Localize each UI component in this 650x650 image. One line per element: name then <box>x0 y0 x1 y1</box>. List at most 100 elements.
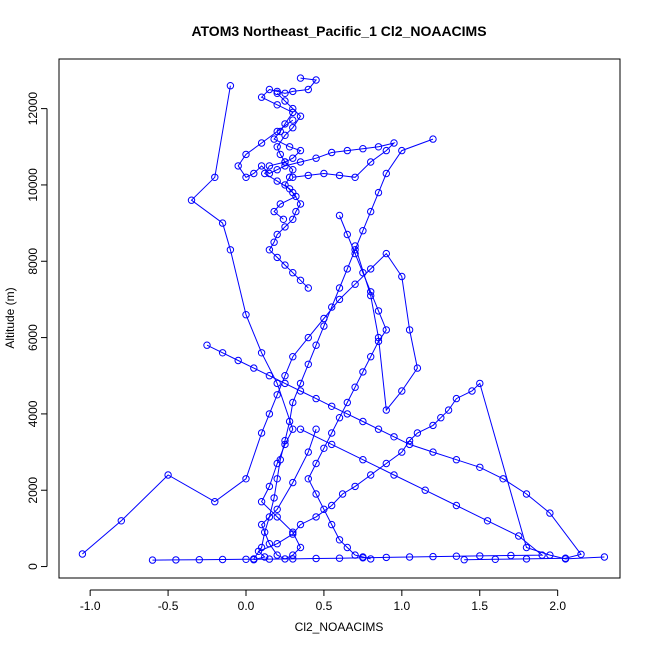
data-point <box>281 162 289 170</box>
data-point <box>296 387 305 395</box>
data-point <box>289 353 297 361</box>
data-point <box>398 146 406 155</box>
series-line <box>307 215 387 560</box>
data-point <box>343 410 351 418</box>
data-point <box>289 108 297 117</box>
y-tick-label: 4000 <box>26 400 40 427</box>
series-line <box>82 245 418 555</box>
data-point <box>273 551 281 559</box>
data-point <box>289 104 297 113</box>
data-point <box>289 124 297 132</box>
data-point <box>515 532 523 540</box>
data-point <box>273 101 281 109</box>
data-point <box>320 505 328 513</box>
data-point <box>289 116 297 124</box>
data-point <box>276 127 284 136</box>
data-point <box>382 249 390 258</box>
x-axis: -1.0 -0.5 0.0 0.5 1.0 1.5 2.0 <box>80 589 566 613</box>
y-axis-label: Altitude (m) <box>3 287 17 348</box>
data-point <box>296 74 305 82</box>
data-point <box>429 552 437 561</box>
data-point <box>273 143 281 151</box>
data-point <box>343 146 351 155</box>
data-point <box>281 223 289 231</box>
data-point <box>335 295 344 304</box>
data-point <box>507 551 515 560</box>
data-point <box>382 406 390 414</box>
data-point <box>273 513 281 521</box>
data-point <box>242 150 250 159</box>
data-point <box>343 265 351 273</box>
series-4 <box>187 82 320 563</box>
data-point <box>242 475 250 483</box>
data-point <box>367 158 375 166</box>
data-point <box>367 265 375 273</box>
data-point <box>148 556 157 564</box>
data-point <box>320 444 328 452</box>
data-point <box>281 379 289 388</box>
data-point <box>359 456 367 464</box>
data-point <box>273 505 281 513</box>
data-point <box>257 139 266 147</box>
data-point <box>335 536 344 544</box>
data-point <box>281 89 289 98</box>
x-tick-label: 1.0 <box>393 599 410 613</box>
data-point <box>218 555 227 564</box>
data-point <box>413 364 422 372</box>
data-point <box>312 76 320 84</box>
data-point <box>289 530 297 538</box>
data-point <box>351 173 359 182</box>
data-point <box>265 162 274 170</box>
data-point <box>359 227 367 235</box>
data-point <box>296 112 305 120</box>
data-point <box>437 414 445 422</box>
data-point <box>289 478 297 487</box>
data-point <box>312 425 320 433</box>
data-point <box>296 146 305 155</box>
data-point <box>522 543 531 552</box>
data-point <box>261 169 269 178</box>
data-point <box>328 402 336 410</box>
data-point <box>367 555 375 563</box>
data-point <box>382 169 390 178</box>
x-tick-label: 0.5 <box>316 599 333 613</box>
data-point <box>203 341 211 349</box>
data-point <box>296 425 305 433</box>
data-point <box>257 520 266 529</box>
data-point <box>265 482 274 491</box>
data-point <box>289 551 297 559</box>
data-point <box>273 475 281 483</box>
data-point <box>261 553 269 561</box>
data-point <box>195 556 204 564</box>
y-tick-label: 6000 <box>26 324 40 351</box>
data-point <box>257 93 266 101</box>
data-point <box>452 456 461 464</box>
data-point <box>429 448 437 456</box>
y-axis: 0 2000 4000 6000 8000 10000 12000 <box>26 92 48 570</box>
data-point <box>374 307 383 315</box>
data-point <box>281 372 289 380</box>
data-point <box>265 540 274 548</box>
data-point <box>338 490 347 498</box>
data-point <box>289 215 297 224</box>
data-point <box>429 421 437 430</box>
data-point <box>273 177 281 185</box>
data-point <box>390 139 398 147</box>
data-point <box>289 173 297 182</box>
data-point <box>281 158 289 166</box>
x-tick-label: -1.0 <box>80 599 101 613</box>
data-point <box>561 554 570 562</box>
data-point <box>273 540 281 548</box>
data-point <box>335 414 344 422</box>
series-line <box>190 85 317 560</box>
data-point <box>273 379 281 388</box>
data-point <box>390 471 398 479</box>
data-point <box>172 556 180 564</box>
series-9 <box>203 341 585 564</box>
data-point <box>304 284 312 292</box>
data-point <box>265 372 274 380</box>
data-point <box>296 158 305 166</box>
data-point <box>335 171 344 180</box>
